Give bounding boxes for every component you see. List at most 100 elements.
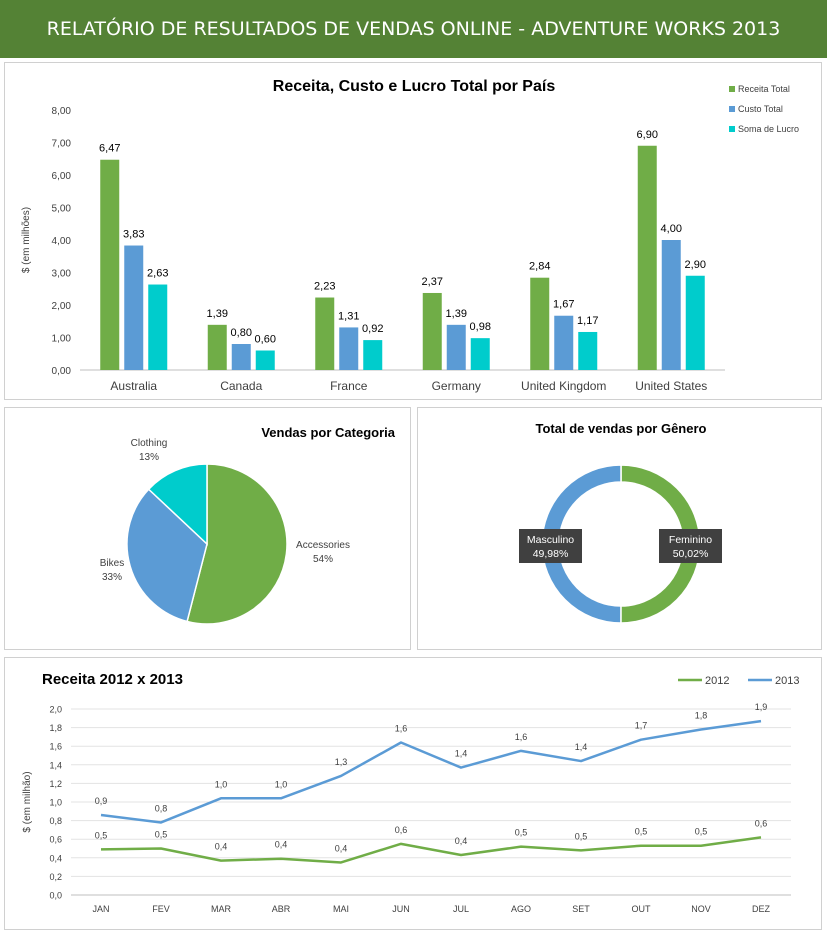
line-data-label: 0,4: [215, 842, 228, 852]
legend-label: 2013: [775, 675, 799, 687]
x-tick-label: JAN: [92, 904, 109, 914]
line-data-label: 1,0: [275, 779, 288, 789]
pie-slice-percent: 13%: [139, 452, 159, 463]
bar-data-label: 1,67: [553, 299, 574, 311]
legend-label: Receita Total: [738, 84, 790, 94]
legend-label: Custo Total: [738, 104, 783, 114]
bar-data-label: 1,31: [338, 310, 359, 322]
pie-slice-name: Accessories: [296, 540, 350, 551]
legend-swatch: [729, 126, 735, 132]
bar: [470, 338, 490, 370]
line-data-label: 1,6: [515, 732, 528, 742]
line-data-label: 0,6: [755, 818, 768, 828]
x-tick-label: MAI: [333, 904, 349, 914]
legend-swatch: [729, 86, 735, 92]
y-axis-title: $ (em milhões): [21, 207, 32, 273]
bar-data-label: 6,47: [99, 143, 120, 155]
line-data-label: 0,5: [635, 827, 648, 837]
y-tick-label: 8,00: [52, 106, 72, 117]
y-tick-label: 1,6: [49, 742, 62, 752]
pie-chart-panel: Vendas por Categoria Accessories 54% Bikes 3…: [4, 407, 411, 650]
bar: [124, 245, 144, 370]
bar-data-label: 3,83: [123, 229, 144, 241]
y-tick-label: 0,8: [49, 816, 62, 826]
y-tick-label: 1,8: [49, 723, 62, 733]
x-tick-label: MAR: [211, 904, 232, 914]
line-data-label: 0,5: [695, 827, 708, 837]
x-tick-label: Canada: [220, 379, 262, 393]
x-tick-label: OUT: [632, 904, 652, 914]
y-tick-label: 6,00: [52, 171, 72, 182]
y-tick-label: 0,2: [49, 872, 62, 882]
chart-title: Total de vendas por Gênero: [536, 421, 707, 436]
y-tick-label: 1,4: [49, 760, 62, 770]
bar: [578, 331, 598, 370]
x-tick-label: United Kingdom: [521, 379, 606, 393]
y-tick-label: 1,00: [52, 334, 72, 345]
bar: [685, 275, 705, 370]
line-data-label: 0,4: [455, 836, 468, 846]
pie-slice: [126, 488, 208, 623]
series-line-2013: [100, 719, 762, 824]
y-tick-label: 7,00: [52, 139, 72, 150]
y-tick-label: 0,0: [49, 891, 62, 901]
bar: [315, 297, 335, 370]
legend-label: Soma de Lucro: [738, 124, 799, 134]
donut-label-percent: 49,98%: [533, 548, 569, 560]
bar: [231, 344, 251, 370]
y-tick-label: 2,00: [52, 301, 72, 312]
bar-data-label: 2,23: [314, 281, 335, 293]
bar-data-label: 0,92: [362, 323, 383, 335]
bar: [207, 324, 227, 370]
y-tick-label: 5,00: [52, 204, 72, 215]
x-tick-label: Germany: [432, 379, 481, 393]
line-data-label: 1,0: [215, 779, 228, 789]
x-tick-label: JUN: [392, 904, 410, 914]
y-tick-label: 1,2: [49, 779, 62, 789]
line-chart-panel: Receita 2012 x 2013 0,0 0,2 0,4 0,6 0,8 1,0 1,2…: [4, 657, 822, 930]
x-tick-label: FEV: [152, 904, 170, 914]
y-axis-title: $ (em milhão): [22, 771, 33, 832]
report-title: RELATÓRIO DE RESULTADOS DE VENDAS ONLINE…: [0, 0, 827, 58]
legend-label: 2012: [705, 675, 729, 687]
bar: [148, 284, 168, 370]
x-tick-label: DEZ: [752, 904, 771, 914]
line-data-label: 0,4: [335, 843, 348, 853]
bar-data-label: 1,39: [446, 308, 467, 320]
bar-data-label: 2,63: [147, 268, 168, 280]
chart-title: Vendas por Categoria: [261, 425, 395, 440]
line-data-label: 0,5: [575, 831, 588, 841]
donut-label-name: Masculino: [527, 534, 574, 546]
x-tick-label: Australia: [110, 379, 157, 393]
bar: [661, 240, 681, 370]
x-tick-label: JUL: [453, 904, 469, 914]
line-data-label: 0,9: [95, 796, 108, 806]
chart-title: Receita, Custo e Lucro Total por País: [273, 78, 556, 95]
bar-chart-panel: Receita, Custo e Lucro Total por País 0,0…: [4, 62, 822, 400]
y-tick-label: 0,6: [49, 835, 62, 845]
x-tick-label: AGO: [511, 904, 531, 914]
line-data-label: 0,5: [95, 830, 108, 840]
line-data-label: 0,5: [515, 828, 528, 838]
bar-data-label: 6,90: [637, 129, 658, 141]
bar: [422, 292, 442, 370]
bar-data-label: 1,17: [577, 315, 598, 327]
line-chart: Receita 2012 x 2013 0,0 0,2 0,4 0,6 0,8 1,0 1,2…: [22, 671, 799, 914]
pie-slice-percent: 54%: [313, 554, 333, 565]
series-line-2012: [100, 836, 762, 864]
line-data-label: 1,8: [695, 710, 708, 720]
bar-data-label: 4,00: [661, 223, 682, 235]
line-data-label: 1,6: [395, 723, 408, 733]
line-data-label: 1,4: [455, 749, 468, 759]
line-data-label: 1,4: [575, 742, 588, 752]
donut-chart: Total de vendas por Gênero Feminino 50,02%…: [519, 421, 722, 624]
donut-label-percent: 50,02%: [673, 548, 709, 560]
y-tick-label: 1,0: [49, 798, 62, 808]
line-data-label: 0,4: [275, 840, 288, 850]
line-data-label: 1,3: [335, 757, 348, 767]
pie-slice-name: Bikes: [100, 558, 124, 569]
pie-slice-name: Clothing: [131, 438, 168, 449]
line-data-label: 0,5: [155, 830, 168, 840]
bar: [530, 277, 550, 370]
y-tick-label: 0,00: [52, 366, 72, 377]
